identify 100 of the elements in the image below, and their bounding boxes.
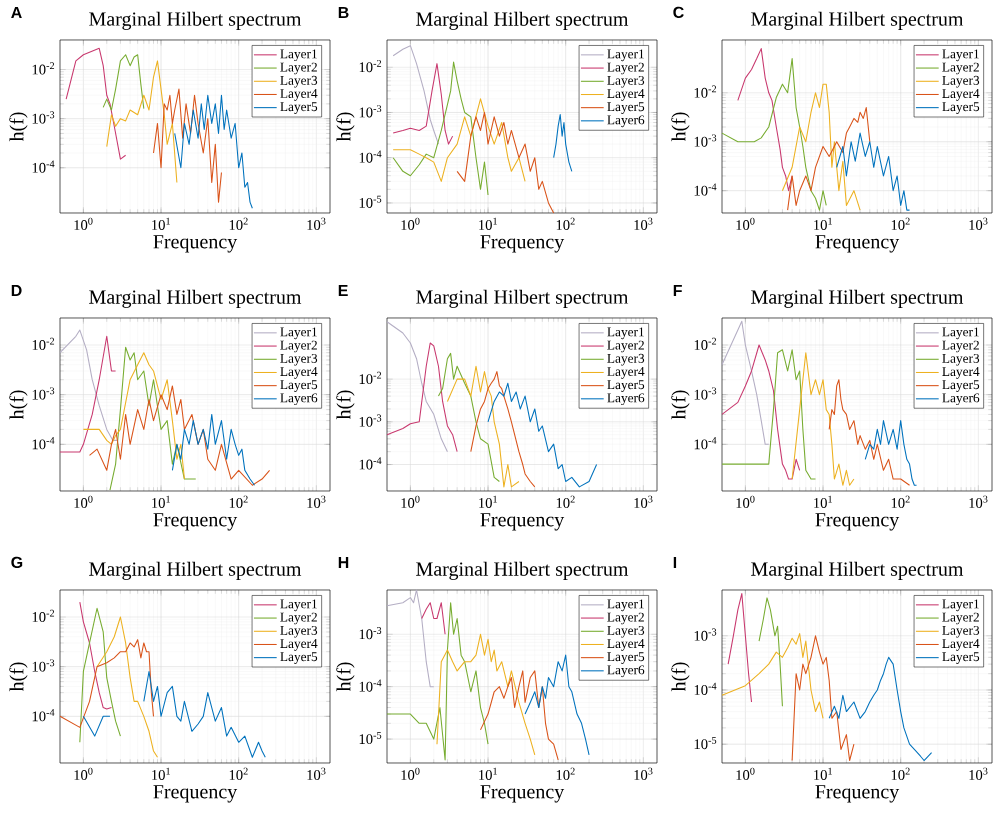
legend-label: Layer1 bbox=[607, 599, 644, 612]
legend-label: Layer1 bbox=[607, 327, 644, 340]
x-tick-label: 10$^{0}$ bbox=[736, 767, 755, 780]
x-tick-label: 10$^{2}$ bbox=[891, 767, 910, 780]
legend-label: Layer6 bbox=[607, 393, 645, 406]
x-tick-label: 10$^{1}$ bbox=[814, 217, 832, 230]
legend-label: Layer6 bbox=[280, 393, 318, 406]
x-tick-label: 10$^{0}$ bbox=[736, 495, 755, 508]
y-tick-label: 10$^{-4}$ bbox=[694, 682, 717, 695]
y-tick-label: 10$^{-3}$ bbox=[359, 626, 382, 640]
x-axis-title: Frequency bbox=[815, 513, 900, 531]
legend-label: Layer4 bbox=[280, 89, 318, 101]
x-tick-label: 10$^{1}$ bbox=[152, 217, 170, 230]
y-tick-label: 10$^{-2}$ bbox=[694, 337, 717, 350]
legend-label: Layer4 bbox=[942, 639, 980, 651]
y-tick-label: 10$^{-3}$ bbox=[359, 105, 382, 118]
x-axis-title: Frequency bbox=[153, 785, 238, 803]
text: D bbox=[11, 284, 22, 296]
x-tick-label: 10$^{3}$ bbox=[969, 217, 988, 230]
y-tick-label: 10$^{-2}$ bbox=[694, 85, 717, 98]
legend-label: Layer5 bbox=[280, 102, 318, 114]
y-tick-label: 10$^{-4}$ bbox=[32, 160, 55, 173]
legend-label: Layer6 bbox=[607, 665, 645, 678]
x-tick-label: 10$^{0}$ bbox=[74, 495, 93, 508]
x-tick-label: 10$^{2}$ bbox=[891, 495, 910, 508]
legend-label: Layer4 bbox=[942, 367, 980, 379]
x-tick-label: 10$^{3}$ bbox=[969, 767, 988, 780]
y-tick-label: 10$^{-2}$ bbox=[359, 371, 382, 385]
legend-label: Layer1 bbox=[280, 49, 317, 62]
legend-label: Layer1 bbox=[942, 599, 979, 612]
y-axis-title: h(f) bbox=[336, 112, 355, 142]
y-axis-title: h(f) bbox=[336, 662, 355, 692]
legend-label: Layer4 bbox=[607, 367, 645, 379]
y-axis-title: h(f) bbox=[9, 390, 28, 420]
y-tick-label: 10$^{-3}$ bbox=[694, 387, 717, 400]
chart-title: Marginal Hilbert spectrum bbox=[416, 561, 629, 580]
y-tick-label: 10$^{-4}$ bbox=[359, 457, 382, 470]
chart-title: Marginal Hilbert spectrum bbox=[89, 11, 302, 30]
legend-label: Layer3 bbox=[280, 75, 318, 88]
chart-title: Marginal Hilbert spectrum bbox=[89, 561, 302, 580]
x-axis-title: Frequency bbox=[815, 235, 900, 253]
y-tick-label: 10$^{-4}$ bbox=[694, 183, 717, 196]
y-tick-label: 10$^{-2}$ bbox=[32, 62, 55, 75]
chart-title: Marginal Hilbert spectrum bbox=[751, 289, 964, 308]
y-tick-label: 10$^{-5}$ bbox=[359, 195, 382, 208]
text: C bbox=[673, 6, 684, 18]
y-axis-title: h(f) bbox=[671, 662, 690, 692]
legend-label: Layer3 bbox=[607, 75, 645, 88]
x-tick-label: 10$^{0}$ bbox=[401, 217, 420, 230]
x-tick-label: 10$^{3}$ bbox=[307, 217, 326, 230]
legend-label: Layer2 bbox=[280, 340, 317, 353]
y-tick-label: 10$^{-3}$ bbox=[32, 111, 55, 124]
legend-label: Layer3 bbox=[942, 353, 980, 366]
x-tick-label: 10$^{0}$ bbox=[736, 217, 755, 230]
legend-label: Layer5 bbox=[280, 380, 318, 392]
legend-label: Layer4 bbox=[607, 89, 645, 101]
y-tick-label: 10$^{-3}$ bbox=[359, 414, 382, 427]
y-tick-label: 10$^{-3}$ bbox=[32, 659, 55, 672]
legend-label: Layer5 bbox=[942, 652, 980, 664]
legend-label: Layer5 bbox=[607, 380, 645, 392]
y-tick-label: 10$^{-3}$ bbox=[32, 387, 55, 400]
legend-label: Layer5 bbox=[942, 380, 980, 392]
text: H bbox=[338, 556, 349, 568]
y-axis-title: h(f) bbox=[671, 112, 690, 142]
legend-label: Layer1 bbox=[942, 327, 979, 340]
text: A bbox=[11, 6, 22, 18]
x-tick-label: 10$^{2}$ bbox=[556, 767, 575, 780]
text: I bbox=[673, 556, 677, 568]
y-axis-title: h(f) bbox=[9, 112, 28, 142]
legend-label: Layer1 bbox=[280, 599, 317, 612]
line-series bbox=[553, 114, 573, 172]
x-tick-label: 10$^{2}$ bbox=[891, 217, 910, 230]
y-tick-label: 10$^{-5}$ bbox=[694, 736, 717, 750]
x-tick-label: 10$^{3}$ bbox=[634, 217, 653, 230]
text: B bbox=[338, 6, 349, 18]
legend-label: Layer3 bbox=[280, 353, 318, 366]
x-tick-label: 10$^{1}$ bbox=[479, 495, 497, 508]
y-axis-title: h(f) bbox=[336, 390, 355, 420]
legend-label: Layer1 bbox=[607, 49, 644, 62]
x-axis-title: Frequency bbox=[815, 785, 900, 803]
x-tick-label: 10$^{1}$ bbox=[152, 767, 170, 780]
legend-label: Layer6 bbox=[942, 393, 980, 406]
x-tick-label: 10$^{1}$ bbox=[479, 767, 497, 780]
x-tick-label: 10$^{1}$ bbox=[814, 767, 832, 780]
legend-label: Layer1 bbox=[942, 49, 979, 62]
legend-label: Layer2 bbox=[280, 62, 317, 75]
y-tick-label: 10$^{-3}$ bbox=[694, 134, 717, 147]
x-tick-label: 10$^{0}$ bbox=[74, 767, 93, 780]
chart-title: Marginal Hilbert spectrum bbox=[89, 289, 302, 308]
x-tick-label: 10$^{3}$ bbox=[969, 495, 988, 508]
legend-label: Layer3 bbox=[607, 625, 645, 638]
legend-label: Layer5 bbox=[280, 652, 318, 664]
y-tick-label: 10$^{-4}$ bbox=[694, 437, 717, 450]
y-tick-label: 10$^{-2}$ bbox=[32, 609, 55, 622]
x-tick-label: 10$^{3}$ bbox=[307, 495, 326, 508]
legend-label: Layer5 bbox=[942, 102, 980, 114]
y-tick-label: 10$^{-4}$ bbox=[359, 150, 382, 163]
legend-label: Layer6 bbox=[607, 115, 645, 128]
y-tick-label: 10$^{-2}$ bbox=[359, 59, 382, 73]
y-tick-label: 10$^{-4}$ bbox=[32, 709, 55, 722]
